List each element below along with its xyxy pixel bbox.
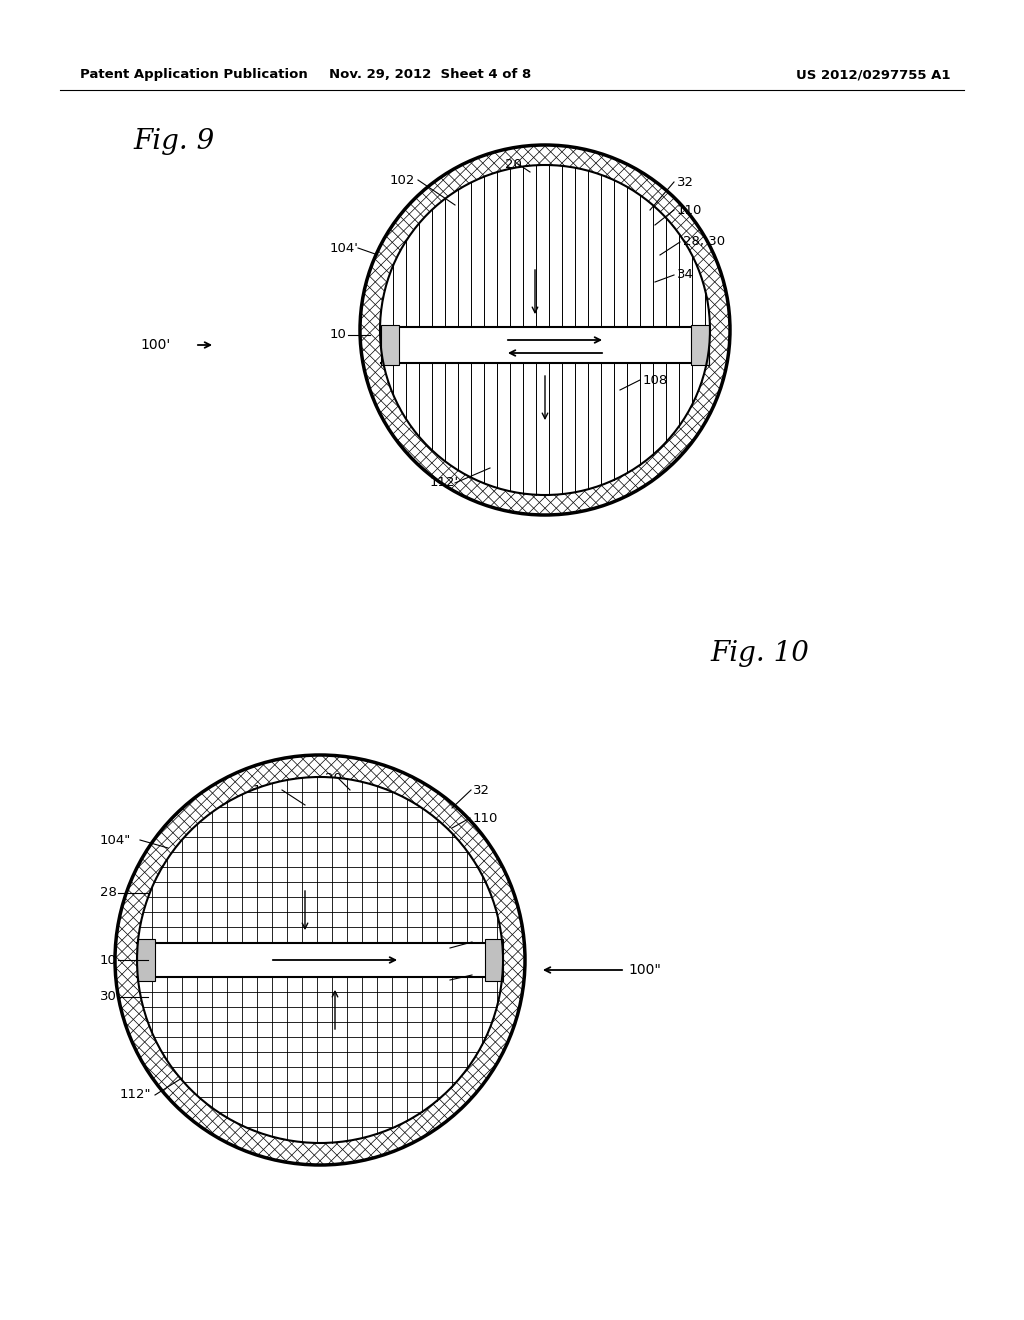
- Text: 10: 10: [330, 329, 347, 342]
- Text: 112': 112': [430, 477, 459, 490]
- Bar: [381, 325, 398, 364]
- Text: 34: 34: [475, 936, 492, 949]
- Text: Fig. 9: Fig. 9: [133, 128, 214, 154]
- Bar: [485, 939, 503, 981]
- Text: 28, 30: 28, 30: [683, 235, 725, 248]
- Text: 20: 20: [325, 771, 342, 784]
- Text: 104": 104": [100, 833, 131, 846]
- Bar: [381, 327, 710, 363]
- Text: 110: 110: [677, 203, 702, 216]
- Text: 100": 100": [628, 964, 660, 977]
- Text: 110: 110: [473, 812, 499, 825]
- Bar: [137, 939, 155, 981]
- Text: 30: 30: [100, 990, 117, 1003]
- Text: 102: 102: [390, 173, 416, 186]
- Text: Nov. 29, 2012  Sheet 4 of 8: Nov. 29, 2012 Sheet 4 of 8: [329, 69, 531, 81]
- Text: US 2012/0297755 A1: US 2012/0297755 A1: [796, 69, 950, 81]
- Ellipse shape: [137, 777, 503, 1143]
- Text: 28: 28: [100, 887, 117, 899]
- Text: 32: 32: [677, 176, 694, 189]
- Text: 20: 20: [505, 157, 522, 170]
- Text: Patent Application Publication: Patent Application Publication: [80, 69, 308, 81]
- Text: 102: 102: [253, 784, 279, 796]
- Text: 108: 108: [643, 374, 669, 387]
- Text: 104': 104': [330, 242, 358, 255]
- Text: 34: 34: [677, 268, 694, 281]
- Bar: [691, 325, 710, 364]
- Text: 10: 10: [100, 953, 117, 966]
- Bar: [137, 942, 503, 977]
- Text: Fig. 10: Fig. 10: [710, 640, 809, 667]
- Text: 100': 100': [140, 338, 170, 352]
- Ellipse shape: [380, 165, 710, 495]
- Text: 112": 112": [120, 1089, 152, 1101]
- Text: 32: 32: [473, 784, 490, 796]
- Text: 108: 108: [475, 969, 501, 982]
